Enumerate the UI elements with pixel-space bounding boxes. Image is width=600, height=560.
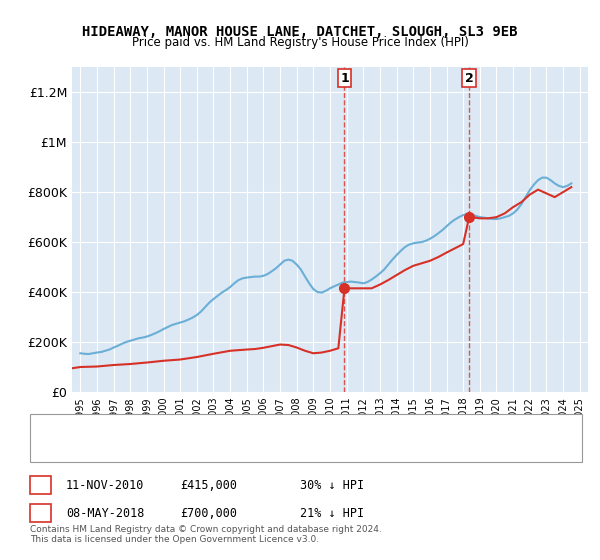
Text: 1: 1 — [36, 479, 45, 492]
Text: Contains HM Land Registry data © Crown copyright and database right 2024.
This d: Contains HM Land Registry data © Crown c… — [30, 525, 382, 544]
Text: HIDEAWAY, MANOR HOUSE LANE, DATCHET, SLOUGH, SL3 9EB: HIDEAWAY, MANOR HOUSE LANE, DATCHET, SLO… — [82, 25, 518, 39]
Text: HIDEAWAY, MANOR HOUSE LANE, DATCHET, SLOUGH, SL3 9EB (detached house): HIDEAWAY, MANOR HOUSE LANE, DATCHET, SLO… — [75, 422, 506, 432]
Text: 21% ↓ HPI: 21% ↓ HPI — [300, 507, 364, 520]
Text: Price paid vs. HM Land Registry's House Price Index (HPI): Price paid vs. HM Land Registry's House … — [131, 36, 469, 49]
Text: ——: —— — [39, 445, 67, 459]
Text: 2: 2 — [36, 507, 45, 520]
Text: 11-NOV-2010: 11-NOV-2010 — [66, 479, 145, 492]
Text: 08-MAY-2018: 08-MAY-2018 — [66, 507, 145, 520]
Text: HPI: Average price, detached house, Windsor and Maidenhead: HPI: Average price, detached house, Wind… — [75, 447, 437, 457]
Text: 1: 1 — [340, 72, 349, 85]
Text: ——: —— — [39, 420, 67, 433]
Text: £415,000: £415,000 — [180, 479, 237, 492]
Text: 30% ↓ HPI: 30% ↓ HPI — [300, 479, 364, 492]
Text: 2: 2 — [465, 72, 473, 85]
Text: £700,000: £700,000 — [180, 507, 237, 520]
